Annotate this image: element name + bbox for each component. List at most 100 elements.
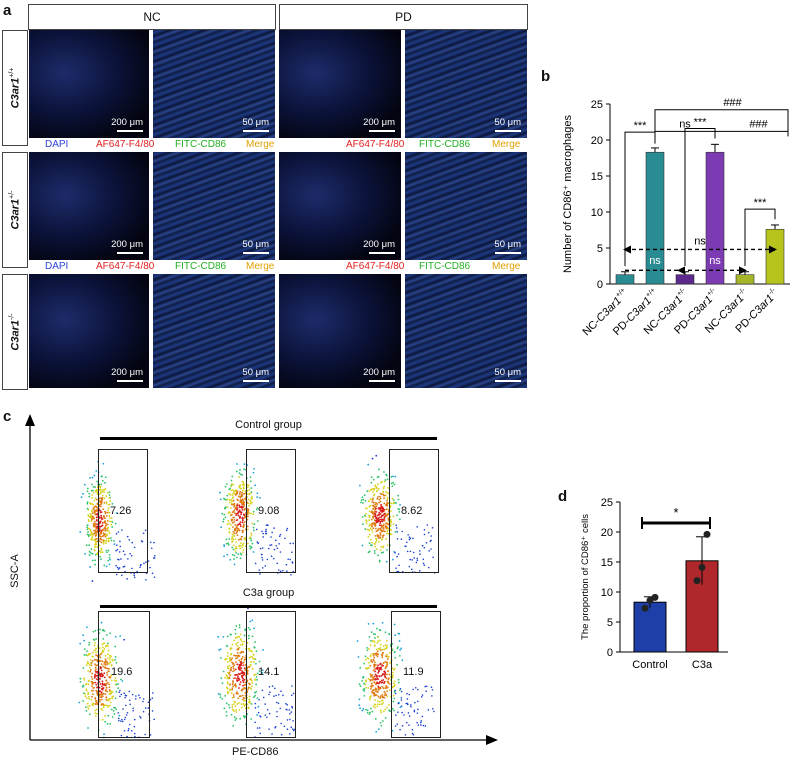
control-group-bar (100, 437, 437, 440)
flow-xlabel: PE-CD86 (232, 746, 279, 758)
flow-plot-2 (358, 454, 436, 574)
sig-label-d: * (673, 505, 678, 520)
label-inner-ns-0: ns (649, 255, 661, 267)
bracket-top-hash (654, 109, 789, 144)
y-tick-label-b: 20 (591, 135, 603, 147)
data-point-d-1-1 (698, 563, 706, 571)
group-label-nc: NC (28, 4, 276, 30)
flow-plot-0 (79, 460, 156, 582)
x-tick-label-d-1: C3a (692, 659, 713, 671)
micrograph-nc-het-overview: 200 μm (29, 152, 149, 260)
chart-d: 0 5 10 15 20 25 The proportion of CD86⁺ cells C… (580, 497, 728, 671)
y-tick-label-d: 5 (607, 617, 613, 629)
micrograph-pd-ko-zoom: 50 μm (405, 274, 527, 388)
x-tick-label-d-0: Control (632, 659, 667, 671)
flow-plot-1 (218, 463, 295, 576)
label-top-hash: ### (723, 97, 742, 109)
micrograph-nc-wt-overview: 200 μm (29, 30, 149, 138)
bar-4 (735, 274, 755, 285)
arrowhead (677, 266, 685, 275)
y-tick-label-d: 20 (601, 527, 613, 539)
scale-bar: 200 μm (363, 367, 395, 382)
gate-control-3 (389, 449, 439, 573)
label-inner-ns-1: ns (709, 255, 721, 267)
micrograph-pd-het-overview: 200 μm (279, 152, 401, 260)
gate-control-1 (98, 449, 148, 573)
micrograph-nc-ko-zoom: 50 μm (153, 274, 275, 388)
gate-value-control-1: 7.26 (110, 505, 132, 517)
y-tick-label-d: 25 (601, 497, 613, 509)
y-tick-label-d: 10 (601, 587, 613, 599)
micrograph-pd-wt-overview: 200 μm (279, 30, 401, 138)
bar-5 (765, 228, 785, 285)
row-label-c3ar1-ko: C3ar1-/- (2, 274, 28, 390)
scale-bar: 50 μm (494, 117, 521, 132)
label-mid-ns: ns (679, 118, 691, 130)
y-axis-label-b: Number of CD86⁺ macrophages (562, 114, 574, 273)
scale-bar: 50 μm (494, 239, 521, 254)
gate-c3a-1 (98, 611, 150, 738)
panel-c-letter: c (3, 408, 12, 425)
flow-plot-5 (356, 621, 435, 736)
micrograph-pd-het-zoom: 50 μm (405, 152, 527, 260)
scale-bar: 50 μm (494, 367, 521, 382)
scale-bar: 200 μm (111, 239, 143, 254)
c3a-group-bar (100, 605, 437, 608)
control-group-label: Control group (235, 419, 302, 431)
scale-bar: 50 μm (242, 117, 269, 132)
sig-label-0: *** (634, 120, 648, 132)
flow-plots (78, 454, 436, 739)
scale-bar: 50 μm (242, 367, 269, 382)
flow-axes (25, 414, 498, 745)
data-point-d-1-2 (703, 530, 711, 538)
gate-c3a-3 (391, 611, 441, 738)
c3a-group-label: C3a group (242, 587, 295, 599)
scale-bar: 200 μm (111, 117, 143, 132)
arrowhead (623, 245, 631, 254)
y-tick-label-b: 0 (597, 279, 603, 291)
micrograph-pd-wt-zoom: 50 μm (405, 30, 527, 138)
y-tick-label-b: 25 (591, 99, 603, 111)
row-label-c3ar1-het: C3ar1+/- (2, 152, 28, 268)
micrograph-pd-ko-overview: 200 μm (279, 274, 401, 388)
y-tick-label-b: 5 (597, 243, 603, 255)
data-point-d-0-0 (641, 604, 649, 612)
bar-0 (615, 274, 635, 285)
gate-control-2 (246, 449, 296, 573)
data-point-d-0-2 (651, 593, 659, 601)
gate-value-c3a-1: 19.6 (111, 666, 133, 678)
sig-label-2: *** (754, 197, 768, 209)
gate-value-control-2: 9.08 (258, 505, 280, 517)
gate-value-control-3: 8.62 (401, 505, 423, 517)
sig-bracket-2 (744, 208, 776, 266)
micrograph-nc-ko-overview: 200 μm (29, 274, 149, 388)
panel-b-letter: b (541, 68, 551, 85)
panel-d-letter: d (558, 488, 568, 505)
micrograph-nc-wt-zoom: 50 μm (153, 30, 275, 138)
flow-plot-4 (217, 607, 296, 739)
scale-bar: 200 μm (111, 367, 143, 382)
label-dash-ns: ns (694, 235, 706, 247)
bar-d-0 (633, 601, 667, 653)
row-label-c3ar1-wt: C3ar1+/+ (2, 30, 28, 146)
flow-ylabel: SSC-A (8, 554, 21, 588)
sig-label-1: *** (694, 116, 708, 128)
gate-value-c3a-3: 11.9 (403, 666, 424, 678)
data-point-d-1-0 (693, 577, 701, 585)
gate-c3a-2 (246, 611, 296, 738)
scale-bar: 50 μm (242, 239, 269, 254)
panel-a-letter: a (3, 2, 12, 19)
y-tick-label-d: 15 (601, 557, 613, 569)
y-axis-label-d: The proportion of CD86⁺ cells (580, 514, 591, 640)
scale-bar: 200 μm (363, 117, 395, 132)
y-tick-label-b: 15 (591, 171, 603, 183)
y-tick-label-b: 10 (591, 207, 603, 219)
bar-2 (675, 274, 695, 285)
label-mid-hash: ### (749, 118, 768, 130)
micrograph-nc-het-zoom: 50 μm (153, 152, 275, 260)
y-tick-label-d: 0 (607, 647, 613, 659)
arrowhead (739, 266, 747, 275)
scale-bar: 200 μm (363, 239, 395, 254)
group-label-pd: PD (279, 4, 528, 30)
